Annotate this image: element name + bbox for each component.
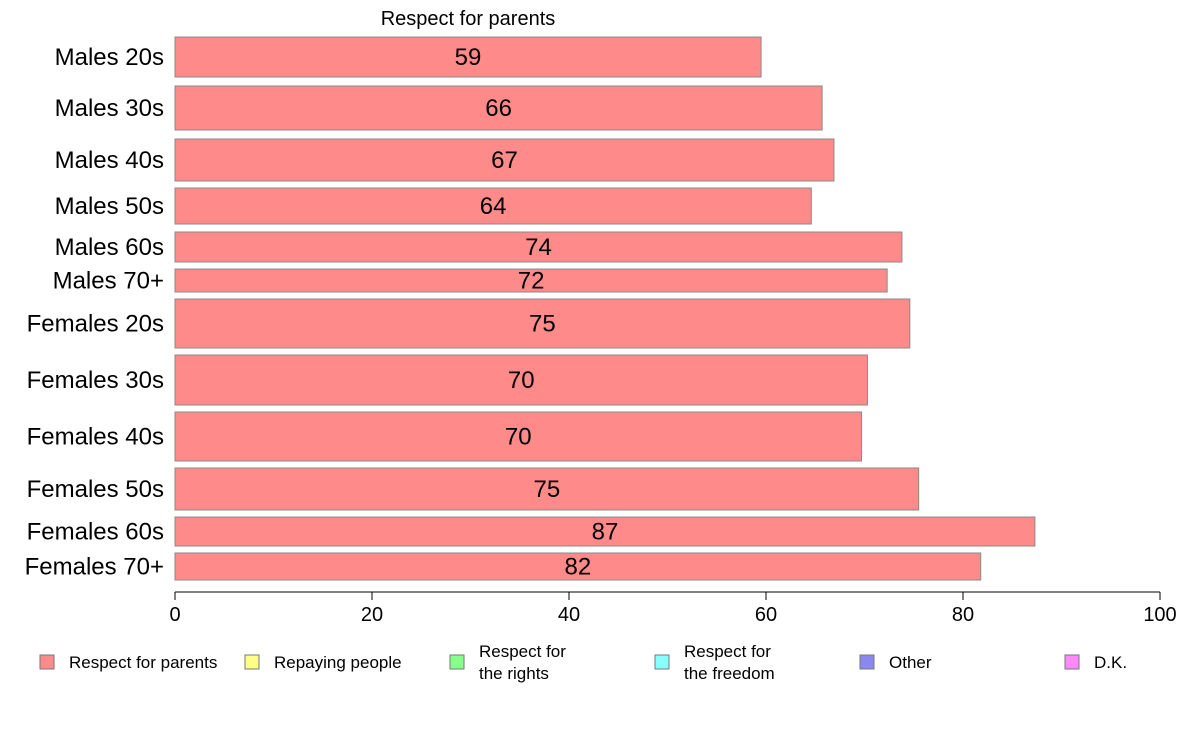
bar: [174, 516, 1036, 547]
legend-swatch: [654, 654, 670, 670]
bar-value-label: 75: [533, 476, 560, 503]
bar-value-label: 75: [529, 311, 556, 338]
x-tick-label: 40: [558, 604, 580, 626]
bar: [174, 36, 762, 78]
bar-value-label: 74: [525, 234, 552, 261]
legend-label: Respect for parents: [69, 653, 217, 672]
x-tick-label: 20: [361, 604, 383, 626]
bar: [174, 298, 911, 349]
legend: Respect for parents Repaying people Respec…: [39, 642, 1127, 683]
legend-swatch: [1064, 654, 1080, 670]
category-label: Males 60s: [55, 234, 164, 261]
legend-label: the rights: [479, 664, 549, 683]
x-tick-label: 60: [755, 604, 777, 626]
x-axis: 0 20 40 60 80 100: [169, 591, 1177, 626]
bar-value-label: 87: [592, 519, 619, 546]
legend-label: D.K.: [1094, 653, 1127, 672]
bar-value-label: 66: [485, 95, 512, 122]
chart-title: Respect for parents: [381, 8, 556, 30]
bar: [174, 268, 888, 293]
category-label: Females 70+: [25, 554, 164, 581]
bar: [174, 85, 823, 131]
legend-label: Other: [889, 653, 932, 672]
bar-value-label: 72: [518, 268, 545, 295]
bar-value-label: 59: [455, 44, 482, 71]
category-label: Females 60s: [27, 519, 164, 546]
category-label: Males 70+: [53, 268, 164, 295]
legend-label: Respect for: [479, 642, 566, 661]
category-label: Males 50s: [55, 193, 164, 220]
category-label: Females 40s: [27, 424, 164, 451]
category-label: Females 20s: [27, 311, 164, 338]
legend-swatch: [39, 654, 55, 670]
legend-label: Repaying people: [274, 653, 402, 672]
category-label: Females 50s: [27, 476, 164, 503]
bar-value-label: 67: [491, 147, 518, 174]
bar: [174, 354, 868, 406]
bars-layer: Males 20s 59 Males 30s 66 Males 40s 67 Males 5…: [25, 36, 1036, 581]
bar: [174, 187, 812, 225]
bar-value-label: 82: [565, 554, 592, 581]
category-label: Males 40s: [55, 147, 164, 174]
legend-swatch: [449, 654, 465, 670]
category-label: Males 30s: [55, 95, 164, 122]
category-label: Males 20s: [55, 44, 164, 71]
bar: [174, 467, 920, 511]
bar-value-label: 70: [505, 424, 532, 451]
category-label: Females 30s: [27, 367, 164, 394]
bar: [174, 411, 863, 462]
x-tick-label: 80: [952, 604, 974, 626]
bar: [174, 552, 982, 581]
x-tick-label: 100: [1143, 604, 1176, 626]
bar: [174, 138, 835, 182]
legend-label: Respect for: [684, 642, 771, 661]
bar-value-label: 70: [508, 367, 535, 394]
legend-swatch: [244, 654, 260, 670]
x-tick-label: 0: [169, 604, 180, 626]
bar: [174, 231, 903, 263]
bar-value-label: 64: [480, 193, 507, 220]
legend-swatch: [859, 654, 875, 670]
legend-label: the freedom: [684, 664, 775, 683]
